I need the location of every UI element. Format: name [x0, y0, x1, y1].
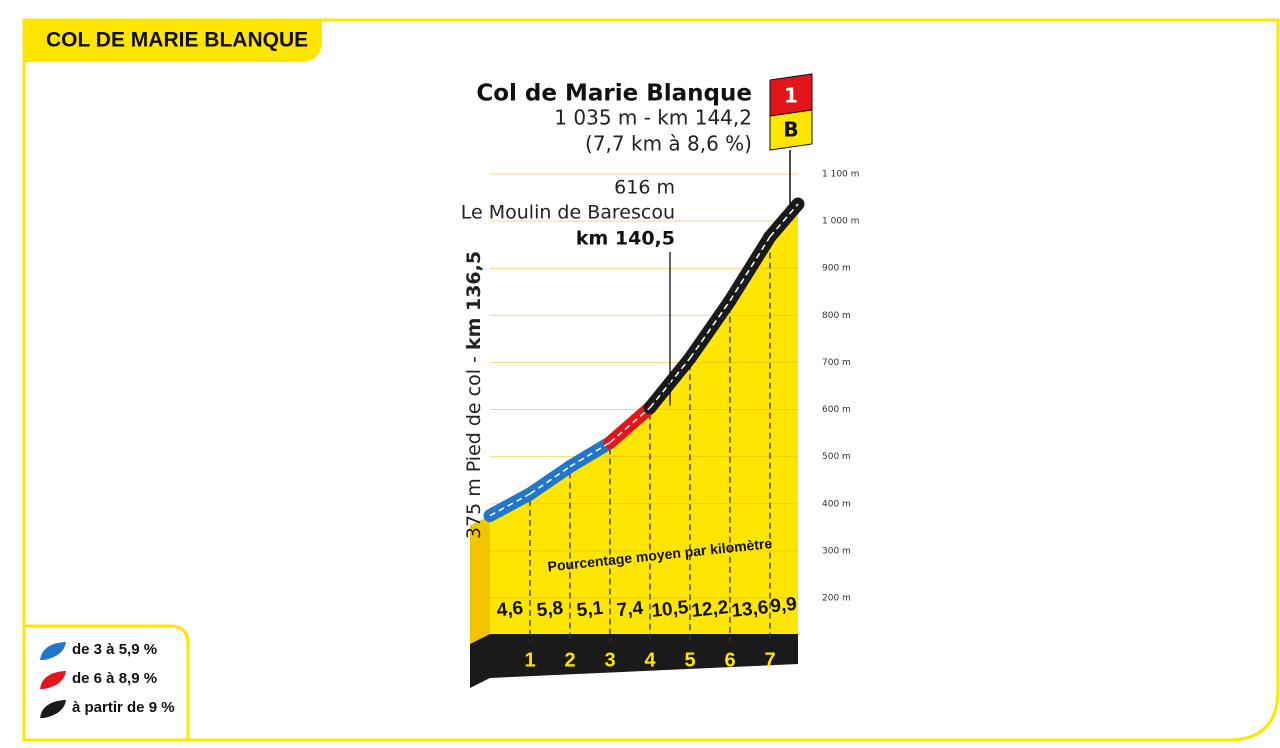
- summit-name: Col de Marie Blanque: [476, 81, 752, 107]
- legend-box: [22, 624, 190, 742]
- y-tick-label: 400 m: [822, 499, 851, 509]
- summit-summary: (7,7 km à 8,6 %): [585, 132, 752, 156]
- legend-label: à partir de 9 %: [72, 699, 175, 716]
- profile-front: [470, 515, 490, 644]
- profile-dash: [529, 465, 571, 495]
- summit-category: 1: [784, 84, 798, 108]
- profile-dash: [569, 441, 611, 468]
- start-text: 375 m Pied de col -: [463, 350, 485, 539]
- y-tick-label: 1 000 m: [822, 217, 859, 227]
- y-tick-label: 300 m: [822, 546, 851, 556]
- title-tab: [24, 20, 322, 62]
- summit-detail: 1 035 m - km 144,2: [554, 106, 752, 130]
- summit-bonus: B: [783, 118, 798, 142]
- y-tick-label: 500 m: [822, 452, 851, 462]
- y-tick-label: 600 m: [822, 405, 851, 415]
- y-tick-label: 800 m: [822, 311, 851, 321]
- km-label: 3: [604, 649, 615, 671]
- profile-dash: [729, 236, 771, 302]
- y-tick-label: 1 100 m: [822, 170, 859, 180]
- title: COL DE MARIE BLANQUE: [46, 29, 308, 52]
- legend-swatch: [40, 700, 66, 718]
- legend-swatch: [40, 671, 66, 689]
- gradient-label: 7,4: [616, 598, 645, 622]
- y-tick-label: 900 m: [822, 264, 851, 274]
- km-label: 4: [644, 649, 656, 671]
- gradient-label: 12,2: [690, 597, 729, 622]
- start-km: km 136,5: [463, 251, 485, 350]
- waypoint-name: Le Moulin de Barescou: [461, 202, 675, 224]
- profile-dash: [769, 203, 799, 238]
- km-label: 6: [724, 649, 735, 671]
- frame: [22, 18, 1280, 742]
- km-label: 5: [684, 649, 695, 671]
- profile-dash: [489, 493, 531, 517]
- km-label: 1: [524, 649, 535, 671]
- gradient-label: 4,6: [496, 598, 524, 622]
- profile-dash: [689, 300, 731, 359]
- plot: 200 m 300 m 400 m 500 m 600 m 700 m 800 m 900 m…: [470, 170, 859, 688]
- gradient-label: 9,9: [769, 594, 797, 618]
- waypoint-elevation: 616 m: [614, 177, 675, 199]
- legend-label: de 6 à 8,9 %: [72, 670, 157, 687]
- waypoint-km: km 140,5: [576, 228, 675, 250]
- gradient-label: 13,6: [730, 597, 769, 622]
- gradient-label: 10,5: [650, 597, 689, 622]
- profile-dash: [609, 407, 651, 444]
- base-strip: [470, 634, 798, 688]
- gradient-label: 5,1: [576, 598, 605, 622]
- legend-swatch: [40, 642, 66, 660]
- start-label: 375 m Pied de col - km 136,5: [463, 251, 485, 539]
- y-tick-label: 200 m: [822, 594, 851, 604]
- flag-bonus: [769, 109, 813, 151]
- legend-label: de 3 à 5,9 %: [72, 641, 157, 658]
- km-label: 2: [564, 649, 575, 671]
- km-label: 7: [764, 649, 775, 671]
- gradient-label: 5,8: [536, 598, 564, 622]
- y-tick-label: 700 m: [822, 358, 851, 368]
